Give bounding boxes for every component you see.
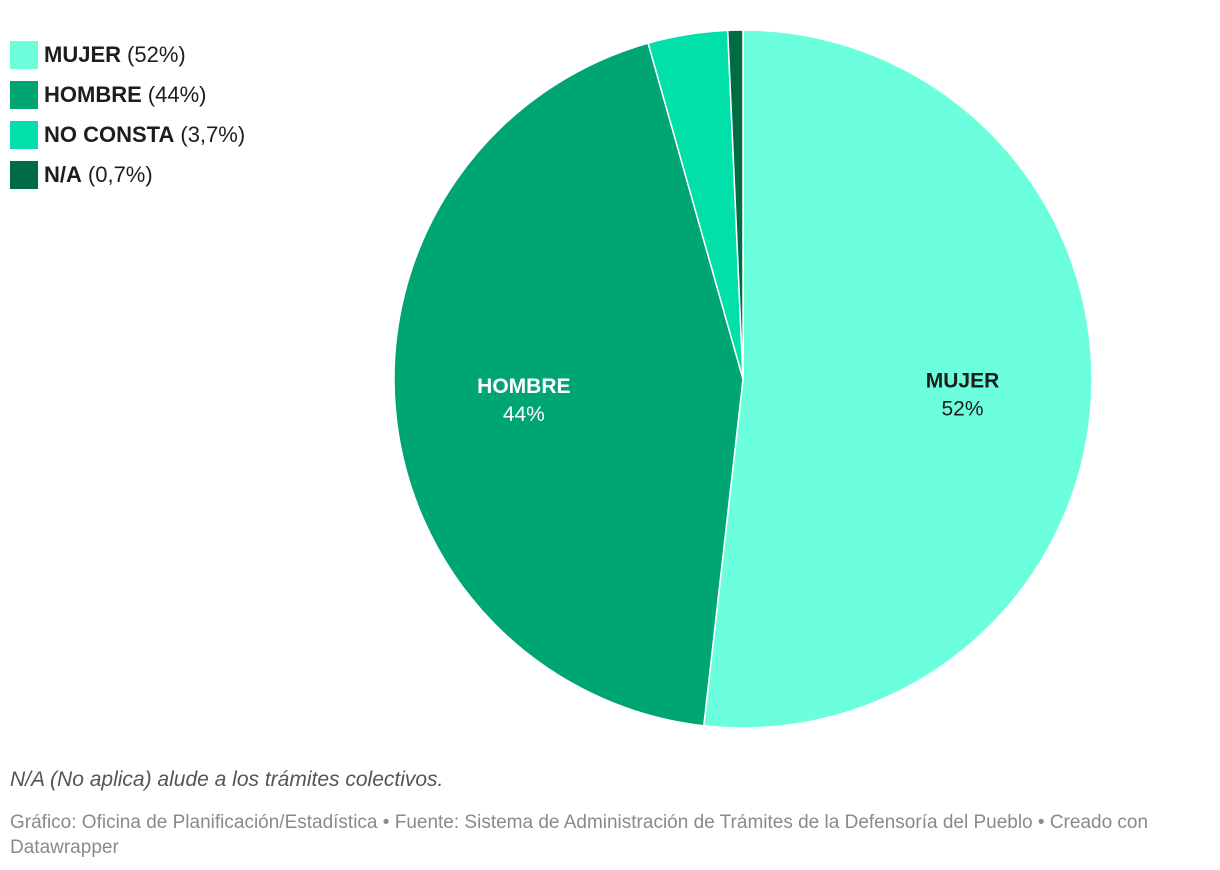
- legend-swatch: [10, 161, 38, 189]
- legend-label: NO CONSTA: [44, 122, 175, 147]
- legend-value: (3,7%): [180, 122, 246, 147]
- pie-slice-labels: MUJER 52% HOMBRE 44%: [477, 369, 999, 425]
- pie-slices: [393, 29, 1093, 729]
- slice-label: MUJER: [926, 369, 1000, 392]
- pie-slice-hombre: [393, 42, 744, 727]
- slice-label: HOMBRE: [477, 375, 570, 398]
- legend-swatch: [10, 81, 38, 109]
- legend-swatch: [10, 41, 38, 69]
- legend-value: (44%): [147, 82, 207, 107]
- slice-value: 52%: [942, 397, 984, 420]
- chart-footnote: N/A (No aplica) alude a los trámites col…: [10, 768, 444, 791]
- legend-label: HOMBRE: [44, 82, 142, 107]
- pie-slice-mujer: [702, 29, 1093, 729]
- legend-item-na: N/A (0,7%): [10, 161, 245, 189]
- legend-item-hombre: HOMBRE (44%): [10, 81, 245, 109]
- legend-label: MUJER: [44, 42, 122, 67]
- legend-label: N/A: [44, 162, 82, 187]
- legend-swatch: [10, 121, 38, 149]
- legend-item-mujer: MUJER (52%): [10, 41, 245, 69]
- chart-credits: Gráfico: Oficina de Planificación/Estadí…: [10, 812, 1149, 858]
- legend-value: (0,7%): [87, 162, 153, 187]
- legend-item-no-consta: NO CONSTA (3,7%): [10, 121, 245, 149]
- pie-slice-n-a: [726, 29, 744, 380]
- pie-chart: MUJER 52% HOMBRE 44%: [393, 29, 1093, 729]
- slice-value: 44%: [503, 403, 545, 426]
- chart-legend: MUJER (52%) HOMBRE (44%) NO CONSTA (3,7%…: [10, 41, 245, 189]
- legend-value: (52%): [127, 42, 186, 67]
